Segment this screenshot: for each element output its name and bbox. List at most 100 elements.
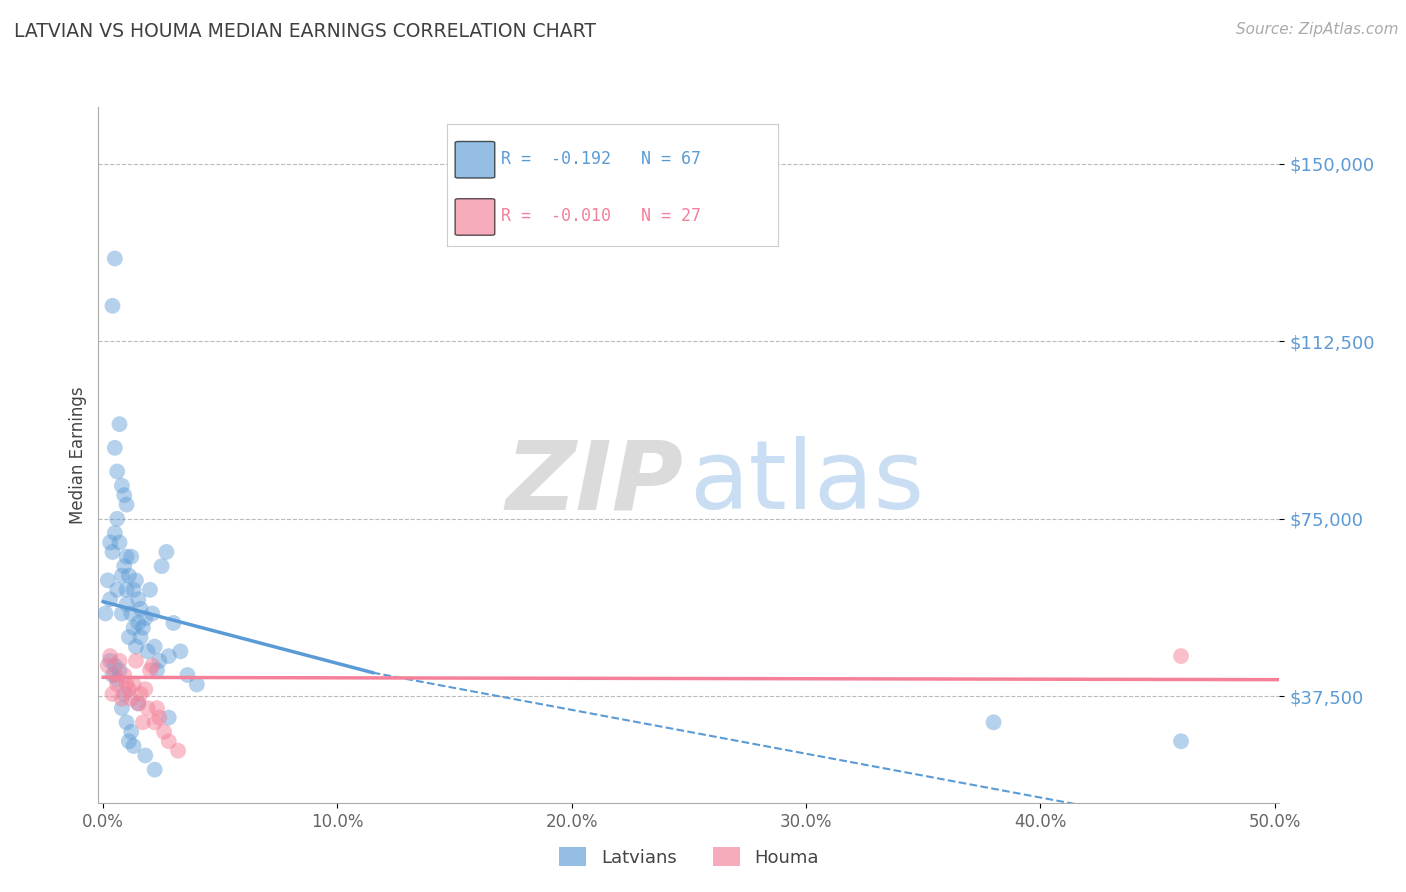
Point — [104, 526, 127, 541]
Point — [127, 697, 149, 711]
Point — [120, 607, 142, 621]
Point — [162, 615, 184, 630]
Text: atlas: atlas — [689, 436, 924, 529]
Point — [125, 654, 148, 668]
Point — [134, 748, 156, 763]
Point — [143, 715, 166, 730]
Point — [136, 644, 159, 658]
Point — [983, 715, 1005, 730]
Y-axis label: Median Earnings: Median Earnings — [69, 386, 87, 524]
Text: LATVIAN VS HOUMA MEDIAN EARNINGS CORRELATION CHART: LATVIAN VS HOUMA MEDIAN EARNINGS CORRELA… — [14, 22, 596, 41]
Point — [122, 621, 145, 635]
Point — [118, 682, 141, 697]
Point — [129, 601, 152, 615]
Point — [104, 658, 127, 673]
Point — [108, 654, 131, 668]
Point — [105, 673, 128, 687]
Point — [176, 668, 198, 682]
Point — [139, 582, 162, 597]
Point — [111, 607, 134, 621]
Point — [122, 582, 145, 597]
Point — [115, 715, 138, 730]
Point — [104, 441, 127, 455]
Point — [186, 677, 208, 691]
Point — [105, 465, 128, 479]
Point — [108, 417, 131, 432]
Point — [105, 512, 128, 526]
Point — [132, 621, 155, 635]
Point — [101, 299, 124, 313]
Point — [1170, 649, 1192, 664]
Point — [146, 701, 169, 715]
Point — [1170, 734, 1192, 748]
Point — [143, 763, 166, 777]
Point — [115, 498, 138, 512]
Point — [115, 677, 138, 691]
Point — [104, 668, 127, 682]
Point — [134, 682, 156, 697]
Point — [111, 568, 134, 582]
Point — [132, 715, 155, 730]
Point — [157, 710, 180, 724]
Point — [115, 582, 138, 597]
Text: ZIP: ZIP — [505, 436, 683, 529]
Point — [127, 592, 149, 607]
Point — [112, 559, 135, 574]
Point — [136, 701, 159, 715]
Point — [148, 710, 170, 724]
Point — [146, 663, 169, 677]
Point — [112, 687, 135, 701]
Point — [108, 535, 131, 549]
Point — [141, 658, 163, 673]
Point — [98, 654, 121, 668]
Point — [105, 677, 128, 691]
Point — [157, 649, 180, 664]
Point — [127, 697, 149, 711]
Point — [112, 668, 135, 682]
Point — [118, 630, 141, 644]
Point — [97, 574, 120, 588]
Point — [115, 549, 138, 564]
Point — [150, 559, 173, 574]
Point — [101, 687, 124, 701]
Legend: Latvians, Houma: Latvians, Houma — [553, 840, 825, 874]
Point — [155, 545, 177, 559]
Point — [115, 597, 138, 611]
Point — [101, 545, 124, 559]
Point — [129, 630, 152, 644]
Point — [97, 658, 120, 673]
Point — [148, 654, 170, 668]
Point — [118, 568, 141, 582]
Point — [98, 649, 121, 664]
Point — [167, 744, 190, 758]
Point — [105, 582, 128, 597]
Point — [120, 549, 142, 564]
Point — [122, 739, 145, 753]
Point — [120, 691, 142, 706]
Point — [111, 701, 134, 715]
Point — [101, 668, 124, 682]
Point — [98, 592, 121, 607]
Text: Source: ZipAtlas.com: Source: ZipAtlas.com — [1236, 22, 1399, 37]
Point — [98, 535, 121, 549]
Point — [108, 663, 131, 677]
Point — [141, 607, 163, 621]
Point — [134, 611, 156, 625]
Point — [104, 252, 127, 266]
Point — [125, 640, 148, 654]
Point — [143, 640, 166, 654]
Point — [157, 734, 180, 748]
Point — [122, 677, 145, 691]
Point — [94, 607, 117, 621]
Point — [129, 687, 152, 701]
Point — [139, 663, 162, 677]
Point — [127, 615, 149, 630]
Point — [118, 734, 141, 748]
Point — [153, 724, 176, 739]
Point — [120, 724, 142, 739]
Point — [111, 691, 134, 706]
Point — [125, 574, 148, 588]
Point — [112, 488, 135, 502]
Point — [169, 644, 191, 658]
Point — [111, 478, 134, 492]
